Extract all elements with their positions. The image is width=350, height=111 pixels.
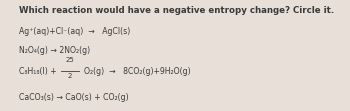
- Text: Ag⁺(aq)+Cl⁻(aq)  →   AgCl(s): Ag⁺(aq)+Cl⁻(aq) → AgCl(s): [19, 27, 131, 36]
- Text: O₂(g)  →   8CO₂(g)+9H₂O(g): O₂(g) → 8CO₂(g)+9H₂O(g): [84, 67, 191, 76]
- Text: C₈H₁₈(l) +: C₈H₁₈(l) +: [19, 67, 57, 76]
- Text: Which reaction would have a negative entropy change? Circle it.: Which reaction would have a negative ent…: [19, 6, 335, 15]
- Text: N₂O₄(g) → 2NO₂(g): N₂O₄(g) → 2NO₂(g): [19, 46, 90, 55]
- Text: 25: 25: [66, 57, 74, 63]
- Text: CaCO₃(s) → CaO(s) + CO₂(g): CaCO₃(s) → CaO(s) + CO₂(g): [19, 93, 129, 102]
- Text: 2: 2: [68, 73, 72, 79]
